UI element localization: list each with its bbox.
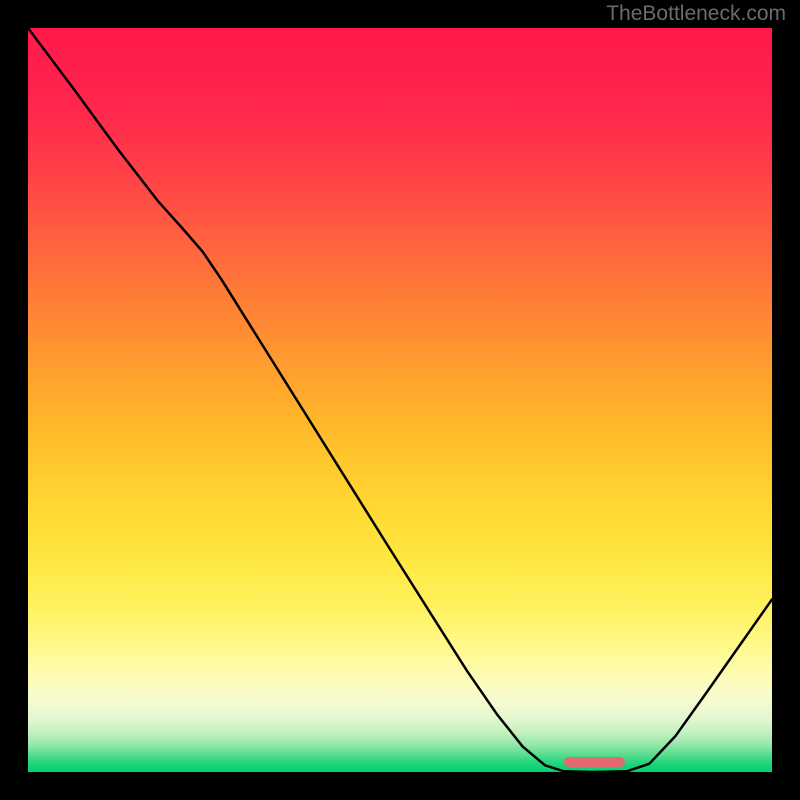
watermark-text: TheBottleneck.com: [606, 2, 786, 26]
chart-plot-area: [28, 28, 772, 772]
chart-marker: [564, 757, 626, 767]
chart-curve: [28, 28, 772, 772]
